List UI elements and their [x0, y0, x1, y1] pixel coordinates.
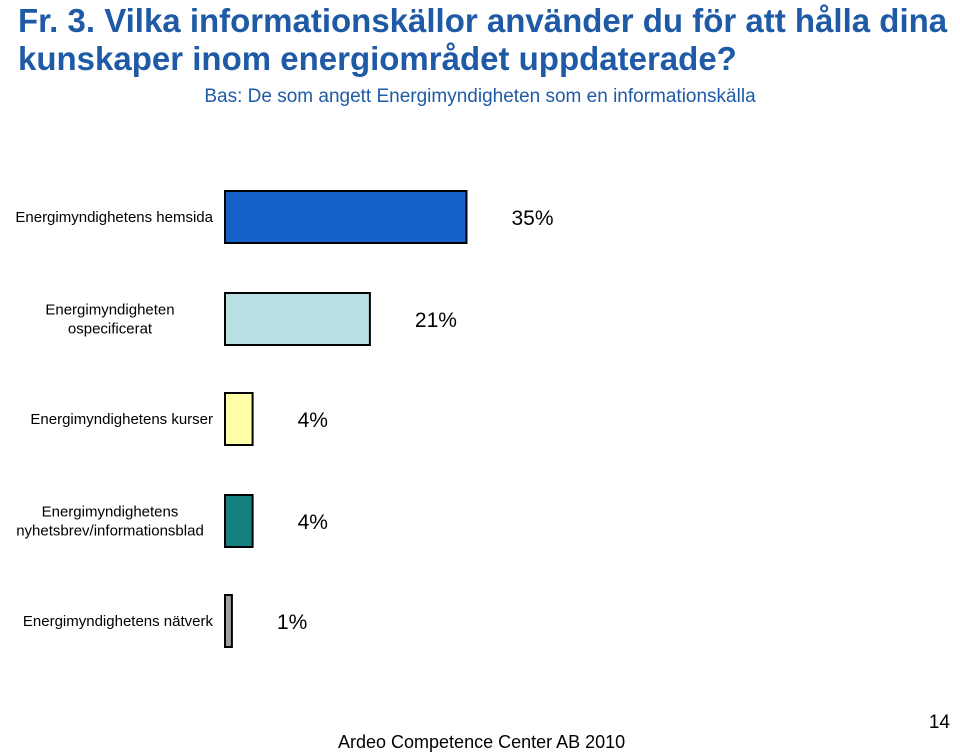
- bar-1: [224, 292, 371, 346]
- page-title: Fr. 3. Vilka informationskällor använder…: [18, 2, 948, 77]
- value-label-4: 1%: [277, 611, 307, 634]
- value-label-3: 4%: [298, 511, 328, 534]
- footer-text: Ardeo Competence Center AB 2010: [338, 732, 626, 752]
- value-label-1: 21%: [415, 309, 457, 332]
- bar-2: [224, 392, 254, 446]
- page-subtitle: Bas: De som angett Energimyndigheten som…: [204, 86, 756, 107]
- bar-chart: 35% Energimyndighetens hemsida 21% Energimy…: [15, 190, 554, 648]
- value-label-0: 35%: [512, 207, 554, 230]
- bar-4: [224, 594, 233, 648]
- bar-3: [224, 494, 254, 548]
- category-label-0: Energimyndighetens hemsida: [15, 209, 213, 226]
- category-label-4: Energimyndighetens nätverk: [23, 613, 214, 630]
- category-label-3: Energimyndighetens nyhetsbrev/information…: [16, 504, 204, 540]
- category-label-2: Energimyndighetens kurser: [30, 411, 213, 428]
- category-label-1: Energimyndigheten ospecificerat: [45, 302, 174, 338]
- bar-0: [224, 190, 468, 244]
- page-number: 14: [928, 712, 950, 733]
- value-label-2: 4%: [298, 409, 328, 432]
